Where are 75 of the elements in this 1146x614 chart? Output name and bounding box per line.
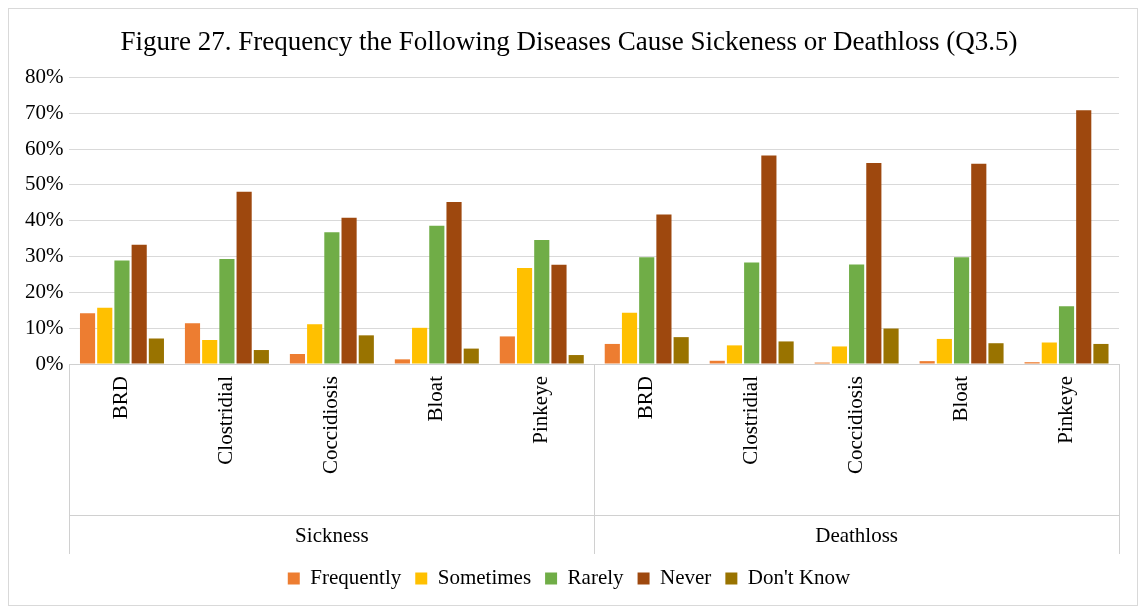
bar [429, 225, 445, 364]
bar [866, 163, 882, 364]
bar [79, 313, 96, 364]
bar [253, 350, 269, 364]
bar [202, 340, 218, 364]
bar [709, 360, 725, 364]
x-tick-label: Bloat [948, 375, 973, 422]
bar [114, 260, 130, 364]
bar [761, 155, 777, 364]
bar [919, 361, 935, 364]
bar [412, 327, 428, 364]
bar [1058, 306, 1075, 364]
bar [988, 343, 1004, 364]
legend-label: Don't Know [747, 565, 852, 590]
bar [551, 264, 567, 364]
bar [341, 217, 357, 364]
y-tick-label: 40% [24, 207, 64, 232]
y-tick-label: 70% [24, 99, 64, 124]
bar [849, 264, 865, 364]
x-tick-label: Bloat [423, 375, 448, 422]
bar [307, 324, 323, 364]
x-tick-label: BRD [633, 376, 658, 420]
x-tick-label: BRD [108, 376, 133, 420]
bar [604, 343, 620, 364]
bar [883, 328, 899, 364]
bar [726, 345, 743, 364]
bar [656, 214, 672, 364]
chart-title: Figure 27. Frequency the Following Diseases Cause Sickeness or Deathloss (Q3.5) [120, 26, 1018, 57]
x-tick-label: Coccidiosis [318, 376, 343, 474]
bar [148, 338, 164, 364]
bar [289, 353, 306, 364]
bar [639, 257, 655, 364]
bar [358, 335, 374, 364]
bar [131, 244, 147, 364]
bar [1041, 342, 1057, 364]
bar [516, 267, 533, 364]
bar [97, 307, 113, 364]
bar [778, 341, 794, 364]
bar [534, 240, 550, 364]
bar [831, 346, 847, 364]
bar [621, 312, 638, 364]
y-tick-label: 0% [35, 350, 64, 375]
bar [324, 232, 340, 364]
x-tick-label: Clostridial [213, 375, 238, 465]
legend-label: Rarely [567, 565, 625, 590]
bar [1076, 110, 1092, 364]
bar [936, 338, 952, 364]
bar [971, 163, 987, 364]
y-tick-label: 60% [24, 135, 64, 160]
y-tick-label: 20% [24, 278, 64, 303]
y-tick-label: 10% [24, 314, 64, 339]
bar [954, 257, 970, 364]
bar [446, 202, 462, 364]
text: Deathloss [815, 523, 899, 548]
bar [236, 191, 252, 364]
legend-label: Sometimes [437, 565, 532, 590]
x-tick-label: Coccidiosis [843, 376, 868, 474]
y-tick-label: 50% [24, 171, 64, 196]
text: Sickness [295, 523, 369, 548]
bar [184, 323, 201, 364]
legend-label: Frequently [310, 565, 402, 590]
x-tick-label: Clostridial [738, 375, 763, 465]
bar [499, 336, 515, 364]
y-tick-label: 30% [24, 243, 64, 268]
legend-label: Never [660, 565, 712, 590]
bar [394, 359, 410, 364]
bar [463, 348, 479, 364]
bar [219, 259, 235, 364]
bar [744, 262, 760, 364]
y-tick-label: 80% [24, 63, 64, 88]
bar [568, 355, 584, 364]
bar [1093, 343, 1109, 364]
x-tick-label: Pinkeye [528, 376, 553, 444]
bar [673, 337, 689, 364]
x-tick-label: Pinkeye [1053, 376, 1078, 444]
